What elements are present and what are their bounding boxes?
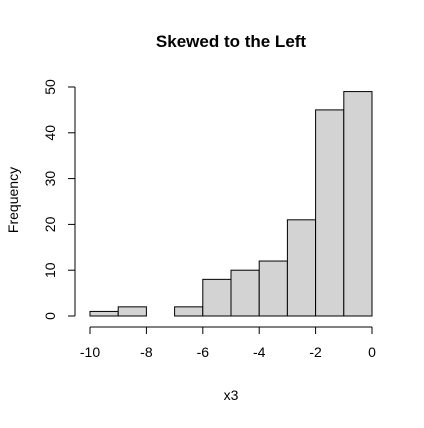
y-axis: 0 10 20 30 40 50 bbox=[42, 79, 76, 320]
y-tick-label: 10 bbox=[42, 262, 58, 278]
histogram-bar bbox=[174, 306, 204, 317]
y-tick-label: 50 bbox=[42, 79, 58, 95]
histogram-bar bbox=[202, 278, 232, 317]
x-tick-label: -6 bbox=[197, 344, 210, 360]
y-tick-label: 20 bbox=[42, 216, 58, 232]
x-tick-label: -4 bbox=[253, 344, 266, 360]
histogram-bar bbox=[343, 91, 373, 317]
x-tick-label: -10 bbox=[80, 344, 100, 360]
x-tick-label: 0 bbox=[368, 344, 376, 360]
histogram-bar bbox=[258, 260, 288, 317]
x-tick-label: -8 bbox=[140, 344, 153, 360]
x-axis-label: x3 bbox=[224, 387, 239, 403]
bars-group bbox=[89, 91, 373, 317]
y-tick-label: 30 bbox=[42, 171, 58, 187]
y-axis-label: Frequency bbox=[5, 167, 21, 233]
chart-title: Skewed to the Left bbox=[156, 32, 307, 51]
histogram-bar bbox=[315, 109, 345, 317]
x-tick-label: -2 bbox=[309, 344, 322, 360]
histogram-bar bbox=[230, 269, 260, 317]
y-tick-label: 40 bbox=[42, 125, 58, 141]
y-tick-label: 0 bbox=[42, 312, 58, 320]
histogram-bar bbox=[286, 219, 317, 317]
histogram-bar bbox=[117, 306, 147, 317]
histogram-bar bbox=[89, 310, 119, 317]
x-axis: -10 -8 -6 -4 -2 0 bbox=[80, 326, 376, 360]
